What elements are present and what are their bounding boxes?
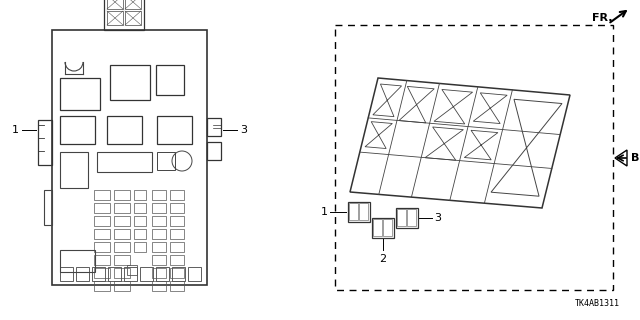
Bar (60, 78, 100, 110)
Bar (152, 268, 166, 278)
Bar (152, 229, 166, 239)
Bar (124, 267, 137, 281)
Bar (172, 267, 185, 281)
Bar (44, 190, 52, 225)
Bar (52, 30, 207, 285)
Bar (372, 218, 394, 238)
Bar (152, 255, 166, 265)
Bar (152, 190, 166, 200)
Bar (92, 267, 105, 281)
Bar (134, 203, 146, 213)
Bar (156, 65, 184, 95)
Bar (140, 267, 153, 281)
Bar (94, 203, 110, 213)
Bar (114, 281, 130, 291)
Bar (348, 202, 370, 222)
Bar (114, 229, 130, 239)
Bar (60, 116, 95, 144)
Bar (170, 190, 184, 200)
Bar (335, 25, 613, 290)
Bar (94, 190, 110, 200)
Bar (107, 0, 123, 9)
Bar (359, 203, 368, 220)
Bar (110, 65, 150, 100)
Bar (170, 255, 184, 265)
Bar (114, 268, 130, 278)
Bar (94, 281, 110, 291)
Text: TK4AB1311: TK4AB1311 (575, 299, 620, 308)
Bar (207, 142, 221, 160)
Bar (114, 203, 130, 213)
Text: 1: 1 (12, 125, 19, 135)
Bar (134, 229, 146, 239)
Bar (134, 242, 146, 252)
Bar (170, 242, 184, 252)
Bar (156, 267, 169, 281)
Bar (94, 229, 110, 239)
Bar (134, 190, 146, 200)
Bar (125, 0, 141, 9)
Bar (114, 190, 130, 200)
Bar (60, 267, 73, 281)
Text: 2: 2 (380, 254, 387, 264)
Bar (157, 116, 192, 144)
Bar (207, 118, 221, 136)
Bar (170, 229, 184, 239)
Bar (76, 267, 89, 281)
Bar (152, 203, 166, 213)
Bar (349, 203, 358, 220)
Bar (94, 216, 110, 226)
Bar (107, 11, 123, 25)
Bar (407, 209, 416, 226)
Text: 3: 3 (434, 213, 441, 223)
Text: B-13-10: B-13-10 (631, 153, 640, 163)
Bar (152, 216, 166, 226)
Bar (108, 267, 121, 281)
Text: FR.: FR. (592, 13, 612, 23)
Bar (125, 11, 141, 25)
Bar (396, 208, 418, 228)
Bar (170, 216, 184, 226)
Bar (157, 152, 175, 170)
Bar (397, 209, 406, 226)
Bar (94, 255, 110, 265)
Bar (94, 268, 110, 278)
Bar (134, 216, 146, 226)
Bar (170, 268, 184, 278)
Bar (60, 250, 95, 272)
Bar (170, 203, 184, 213)
Bar (104, 0, 144, 30)
Bar (114, 216, 130, 226)
Bar (114, 242, 130, 252)
Bar (107, 116, 142, 144)
Bar (152, 242, 166, 252)
Bar (188, 267, 201, 281)
Text: 1: 1 (321, 207, 328, 217)
Bar (60, 152, 88, 188)
Bar (94, 242, 110, 252)
Bar (170, 281, 184, 291)
Bar (152, 281, 166, 291)
Bar (383, 219, 392, 236)
Bar (114, 255, 130, 265)
Bar (38, 120, 52, 165)
Bar (97, 152, 152, 172)
Bar (373, 219, 382, 236)
Bar (127, 265, 137, 275)
Text: 3: 3 (240, 125, 247, 135)
